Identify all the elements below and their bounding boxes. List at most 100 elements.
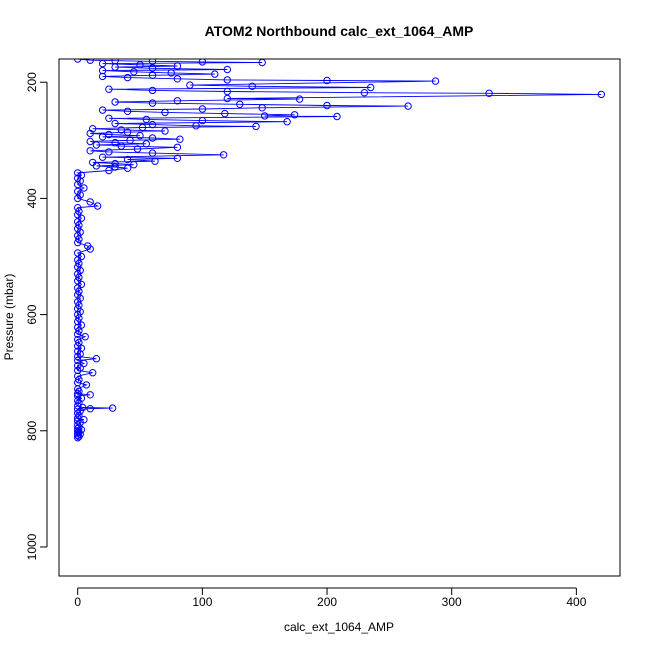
y-tick-label: 1000 — [25, 533, 39, 560]
y-tick-label: 600 — [25, 304, 39, 324]
data-point — [74, 335, 82, 344]
data-point — [98, 72, 107, 81]
data-point — [236, 100, 244, 109]
data-point — [74, 59, 82, 63]
data-point — [133, 145, 142, 153]
data-point — [148, 134, 157, 142]
data-point — [75, 235, 83, 243]
data-point — [404, 102, 412, 110]
data-point — [108, 404, 117, 412]
y-tick-label: 400 — [25, 188, 39, 208]
data-point — [223, 76, 232, 84]
data-point — [485, 89, 493, 98]
series-line — [76, 59, 602, 439]
data-point — [86, 391, 94, 399]
data-point — [198, 105, 207, 113]
data-point — [323, 101, 331, 110]
data-point — [74, 317, 82, 326]
data-point — [86, 147, 94, 155]
data-point — [86, 198, 94, 206]
data-point — [92, 355, 101, 363]
data-point — [84, 242, 92, 250]
data-point — [105, 166, 113, 175]
y-axis: 200 400 600 800 1000 — [25, 72, 48, 560]
data-point — [105, 85, 113, 93]
data-point — [74, 224, 82, 233]
data-point — [74, 427, 82, 435]
data-point — [98, 66, 107, 75]
data-point — [111, 119, 119, 128]
data-point — [123, 128, 132, 136]
data-point — [74, 352, 82, 361]
data-point — [360, 89, 369, 97]
data-point — [192, 122, 200, 130]
chart-title: ATOM2 Northbound calc_ext_1064_AMP — [205, 23, 474, 39]
data-point — [98, 106, 107, 114]
data-point — [148, 59, 157, 65]
data-point — [98, 59, 107, 68]
data-point — [211, 70, 219, 78]
data-point — [105, 148, 113, 156]
x-tick-label: 0 — [74, 595, 81, 609]
data-point — [74, 362, 82, 370]
data-point — [92, 141, 101, 149]
data-point — [75, 221, 83, 229]
data-point — [74, 305, 82, 313]
data-point — [221, 109, 229, 118]
data-point — [75, 287, 83, 296]
data-point — [117, 142, 126, 150]
data-point — [89, 369, 97, 377]
data-point — [86, 405, 94, 413]
data-point — [252, 122, 260, 131]
y-axis-label: Pressure (mbar) — [2, 274, 16, 361]
x-tick-label: 300 — [442, 595, 462, 609]
data-point — [223, 94, 232, 103]
data-point — [74, 263, 82, 271]
data-point — [258, 104, 266, 112]
data-point — [111, 59, 119, 65]
data-point — [148, 64, 157, 73]
data-point — [74, 211, 82, 219]
data-point — [111, 138, 119, 147]
data-point — [76, 364, 84, 372]
data-point — [173, 97, 182, 105]
data-point — [74, 238, 82, 247]
data-point — [142, 140, 151, 148]
data-point — [93, 202, 102, 210]
data-point — [148, 149, 157, 157]
x-axis: 0 100 200 300 400 — [74, 587, 587, 609]
data-point — [74, 323, 82, 332]
data-point — [138, 123, 147, 132]
data-point — [223, 87, 232, 96]
data-point — [597, 90, 605, 99]
data-point — [176, 135, 184, 143]
data-point — [219, 151, 228, 159]
data-point — [148, 120, 157, 129]
data-point — [290, 111, 299, 119]
data-point — [74, 169, 82, 177]
data-point — [98, 153, 107, 161]
data-point — [75, 259, 83, 268]
data-point — [77, 425, 86, 434]
data-point — [75, 376, 83, 384]
data-point — [367, 83, 375, 92]
data-point — [89, 158, 97, 167]
data-point — [431, 77, 440, 85]
data-point — [173, 143, 182, 152]
data-point — [283, 118, 291, 126]
data-point — [186, 81, 194, 89]
data-point — [323, 76, 331, 85]
data-point — [75, 207, 83, 215]
data-point — [130, 68, 138, 76]
data-point — [130, 161, 138, 169]
data-point — [81, 333, 89, 341]
data-point — [123, 155, 132, 164]
data-point — [80, 359, 88, 368]
data-point — [117, 126, 126, 134]
data-point — [148, 71, 157, 80]
data-point — [223, 65, 232, 74]
data-point — [161, 108, 169, 117]
data-point — [75, 428, 83, 436]
data-point — [74, 204, 82, 212]
